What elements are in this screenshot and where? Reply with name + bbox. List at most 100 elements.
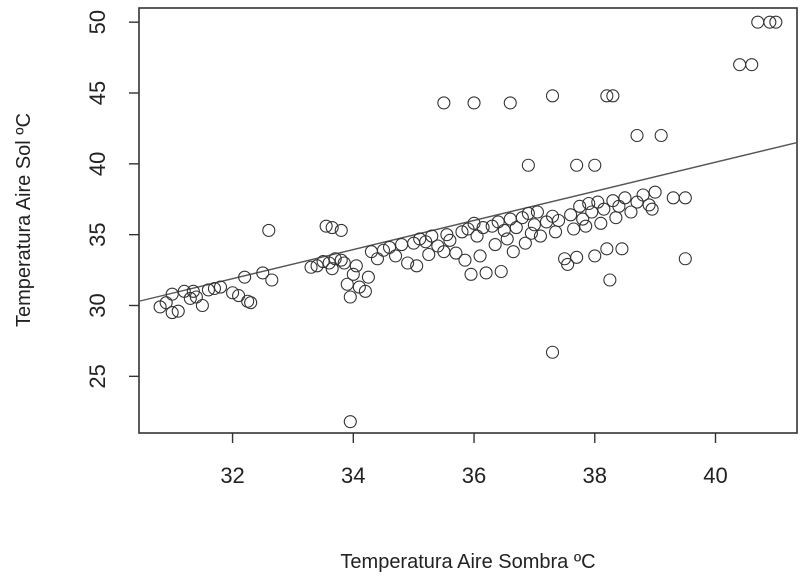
data-point [597,202,611,216]
y-tick-label: 25 [85,364,110,388]
data-point [500,232,514,246]
data-point [410,259,424,273]
data-point [497,223,511,237]
data-point [533,229,547,243]
data-point [479,266,493,280]
data-point [666,191,680,205]
data-point [570,250,584,264]
data-point [334,253,348,267]
data-point [506,245,520,259]
data-point [328,252,342,266]
data-point [343,415,357,429]
data-point [678,191,692,205]
data-point [171,304,185,318]
data-point [552,213,566,228]
data-point [437,96,451,110]
data-point [413,232,427,246]
data-point [316,255,330,269]
y-tick-label: 45 [85,81,110,105]
x-tick-label: 32 [220,463,244,488]
data-point [325,262,339,276]
data-point [630,128,644,143]
data-point [207,281,222,296]
data-point [518,236,532,250]
y-axis-title: Temperatura Aire Sol ºC [13,113,35,327]
data-point [678,252,692,266]
data-point [564,208,578,222]
data-point [319,219,333,233]
y-tick-label: 40 [85,152,110,176]
data-point [325,221,339,235]
data-point [349,259,363,273]
x-tick-label: 40 [703,463,727,488]
data-point [603,273,617,287]
data-point [585,205,599,219]
data-point [364,245,378,259]
data-point [600,242,614,256]
x-axis-title: Temperatura Aire Sombra ºC [340,551,595,573]
x-tick-label: 36 [462,463,486,488]
y-tick-label: 30 [85,293,110,317]
data-point [573,199,587,213]
data-point [455,225,469,239]
data-point [213,280,228,294]
y-tick-label: 35 [85,222,110,246]
data-point [343,290,357,304]
data-point [630,195,644,209]
data-point [476,221,490,235]
data-point [425,229,439,243]
data-point [256,266,270,280]
data-point [395,238,409,252]
data-point [165,287,179,301]
data-point [645,202,659,216]
data-point [183,291,197,305]
x-tick-label: 38 [583,463,607,488]
y-axis: 25 30 35 40 45 50 [85,10,139,389]
data-point [458,253,472,267]
data-point [238,270,252,284]
data-point [624,205,638,219]
data-point [449,246,463,260]
data-point [401,256,415,270]
data-point [473,249,487,263]
data-point [745,58,759,72]
data-point [733,58,747,72]
data-point [346,267,360,281]
data-point [636,188,650,202]
data-point [334,223,348,237]
data-point [467,216,481,230]
data-point [751,15,765,29]
data-point [594,216,608,230]
data-point [763,15,777,29]
data-point [304,260,318,274]
data-point [358,284,372,298]
data-point [521,158,535,172]
plot-frame [138,7,798,434]
data-point [548,225,563,239]
data-point [606,89,620,103]
data-point [567,222,581,236]
data-point [195,298,209,313]
data-point [545,89,560,103]
data-point [654,128,668,143]
data-point [262,223,276,237]
data-point [530,205,544,219]
data-point [470,229,484,243]
x-tick-label: 34 [341,463,365,488]
data-point [503,212,517,226]
data-point [509,221,523,235]
data-point [591,195,605,209]
data-point [648,185,662,199]
data-point [467,96,481,110]
data-point [389,249,403,263]
data-point [576,212,590,226]
data-point [165,306,179,320]
data-point [561,257,575,271]
data-point [618,191,632,205]
data-point [244,296,258,310]
data-point [226,286,240,300]
data-point [370,252,384,266]
data-point [443,233,457,247]
data-point [521,206,535,220]
y-tick-label: 50 [85,10,110,34]
